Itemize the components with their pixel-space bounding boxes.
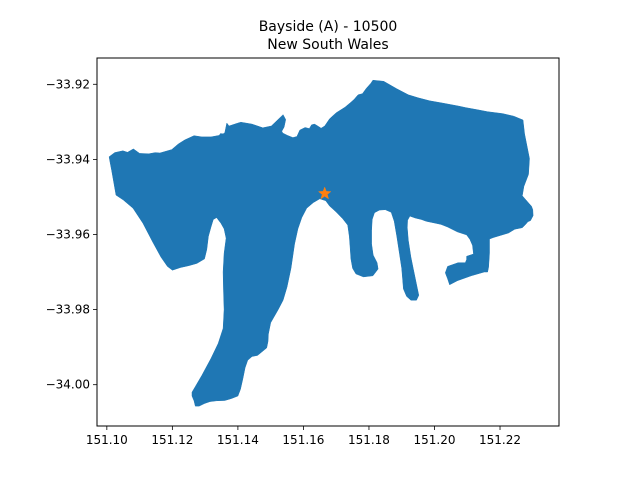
x-tick-label: 151.20 <box>413 433 455 447</box>
axis-ticks: 151.10 151.12 151.14 151.16 151.18 151.20 151.… <box>46 77 521 447</box>
location-star-marker <box>317 186 332 200</box>
axes-frame <box>96 57 560 427</box>
map-title: Bayside (A) - 10500 <box>259 19 398 35</box>
x-tick-label: 151.18 <box>348 433 390 447</box>
region-polygon <box>108 79 534 407</box>
x-tick-label: 151.14 <box>217 433 259 447</box>
y-tick-label: −33.94 <box>46 152 90 166</box>
y-tick-label: −33.98 <box>46 303 90 317</box>
x-tick-label: 151.16 <box>282 433 324 447</box>
y-tick-label: −33.96 <box>46 227 90 241</box>
x-tick-label: 151.12 <box>151 433 193 447</box>
x-tick-label: 151.22 <box>479 433 521 447</box>
map-subtitle: New South Wales <box>267 37 388 53</box>
y-tick-label: −33.92 <box>46 77 90 91</box>
y-tick-label: −34.00 <box>46 378 90 392</box>
x-tick-label: 151.10 <box>86 433 128 447</box>
plot-area <box>108 79 534 407</box>
